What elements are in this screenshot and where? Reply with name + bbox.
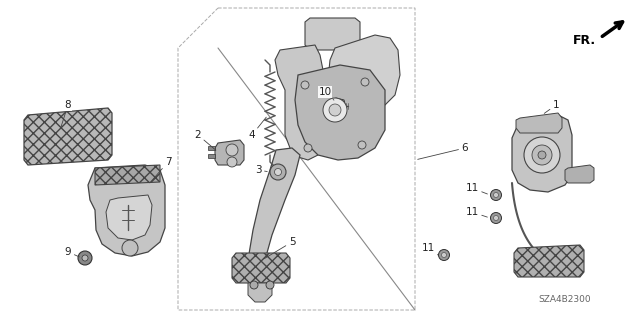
Polygon shape: [24, 108, 112, 165]
Polygon shape: [208, 154, 215, 158]
Text: 11: 11: [421, 243, 438, 255]
Text: 8: 8: [61, 100, 71, 127]
Circle shape: [250, 281, 258, 289]
Circle shape: [438, 249, 449, 261]
Text: 11: 11: [465, 183, 488, 194]
Circle shape: [266, 281, 274, 289]
Circle shape: [524, 137, 560, 173]
Polygon shape: [106, 195, 152, 240]
Circle shape: [226, 144, 238, 156]
Circle shape: [532, 145, 552, 165]
Circle shape: [490, 212, 502, 224]
Circle shape: [329, 104, 341, 116]
Circle shape: [82, 255, 88, 261]
Text: 3: 3: [255, 165, 268, 175]
Text: FR.: FR.: [573, 33, 596, 47]
Text: 1: 1: [544, 100, 559, 113]
Circle shape: [78, 251, 92, 265]
Circle shape: [270, 164, 286, 180]
Polygon shape: [326, 98, 346, 114]
Text: 7: 7: [150, 157, 172, 183]
Circle shape: [493, 216, 499, 220]
Circle shape: [275, 168, 282, 175]
Polygon shape: [215, 140, 244, 165]
Polygon shape: [275, 45, 325, 160]
Polygon shape: [295, 65, 385, 160]
Text: 6: 6: [418, 143, 468, 160]
Circle shape: [493, 192, 499, 197]
Circle shape: [442, 253, 447, 257]
Polygon shape: [248, 283, 272, 302]
Circle shape: [227, 157, 237, 167]
Circle shape: [490, 189, 502, 201]
Text: 10: 10: [319, 87, 334, 100]
Polygon shape: [248, 148, 300, 280]
Text: 2: 2: [195, 130, 216, 150]
Polygon shape: [565, 165, 594, 183]
Circle shape: [538, 151, 546, 159]
Text: 5: 5: [264, 237, 295, 259]
Polygon shape: [232, 253, 290, 283]
Circle shape: [358, 141, 366, 149]
Polygon shape: [208, 146, 215, 150]
Text: 11: 11: [465, 207, 488, 217]
Circle shape: [304, 144, 312, 152]
Polygon shape: [305, 18, 360, 50]
Circle shape: [323, 98, 347, 122]
Polygon shape: [88, 165, 165, 256]
Polygon shape: [516, 113, 562, 133]
Text: 9: 9: [65, 247, 79, 257]
Polygon shape: [95, 165, 160, 185]
Polygon shape: [514, 245, 584, 277]
Polygon shape: [512, 115, 572, 192]
Circle shape: [301, 81, 309, 89]
Text: SZA4B2300: SZA4B2300: [539, 295, 591, 305]
Circle shape: [361, 78, 369, 86]
Text: 4: 4: [249, 117, 266, 140]
Circle shape: [122, 240, 138, 256]
Polygon shape: [328, 35, 400, 118]
